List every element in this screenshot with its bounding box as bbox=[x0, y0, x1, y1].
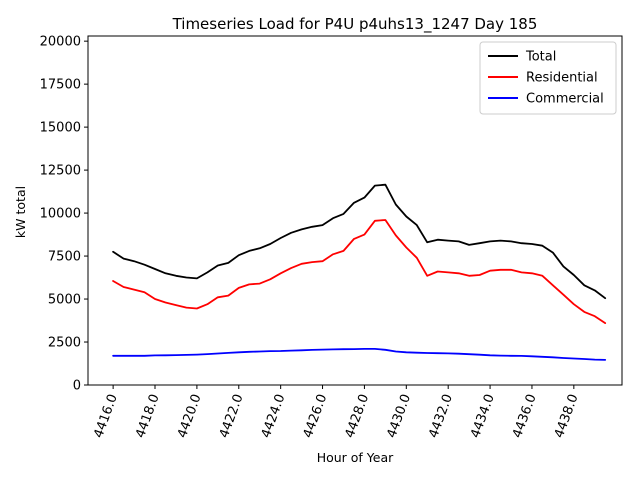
legend-label-total: Total bbox=[525, 50, 556, 65]
series-line-residential bbox=[112, 219, 607, 325]
legend: Total Residential Commercial bbox=[479, 41, 617, 115]
y-axis: 0 2500 5000 7500 10000 12500 15000 17500 20000 bbox=[40, 35, 88, 394]
series-line-commercial bbox=[112, 347, 607, 361]
y-tick-label: 2500 bbox=[48, 336, 81, 351]
plot-lines bbox=[112, 183, 607, 361]
y-tick-label: 15000 bbox=[40, 121, 81, 136]
y-tick-label: 5000 bbox=[48, 293, 81, 308]
legend-box bbox=[479, 41, 617, 115]
chart-title: Timeseries Load for P4U p4uhs13_1247 Day… bbox=[172, 15, 538, 34]
y-tick-label: 20000 bbox=[40, 35, 81, 50]
y-tick-label: 0 bbox=[73, 379, 81, 394]
y-axis-label: kW total bbox=[13, 186, 28, 238]
x-axis-label: Hour of Year bbox=[317, 450, 394, 465]
y-tick-label: 7500 bbox=[48, 250, 81, 265]
y-tick-label: 12500 bbox=[40, 164, 81, 179]
plot-frame bbox=[87, 35, 623, 386]
legend-label-commercial: Commercial bbox=[526, 92, 604, 107]
y-tick-label: 17500 bbox=[40, 78, 81, 93]
legend-label-residential: Residential bbox=[526, 71, 598, 86]
series-line-total bbox=[112, 183, 607, 300]
y-tick-label: 10000 bbox=[40, 207, 81, 222]
